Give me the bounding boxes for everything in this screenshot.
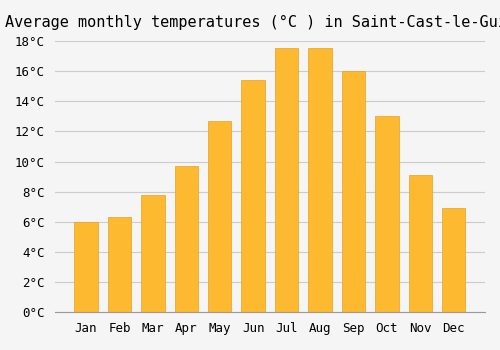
Bar (375, 116, 398, 312)
Bar (174, 166, 198, 312)
Bar (308, 48, 332, 312)
Title: Average monthly temperatures (°C ) in Saint-Cast-le-Guildo: Average monthly temperatures (°C ) in Sa… (5, 15, 500, 30)
Bar (408, 175, 432, 312)
Bar (275, 48, 298, 312)
Bar (208, 121, 232, 312)
Bar (342, 71, 365, 312)
Bar (242, 80, 265, 312)
Bar (74, 222, 98, 312)
Bar (141, 195, 165, 312)
Bar (108, 217, 131, 312)
Bar (442, 208, 466, 312)
